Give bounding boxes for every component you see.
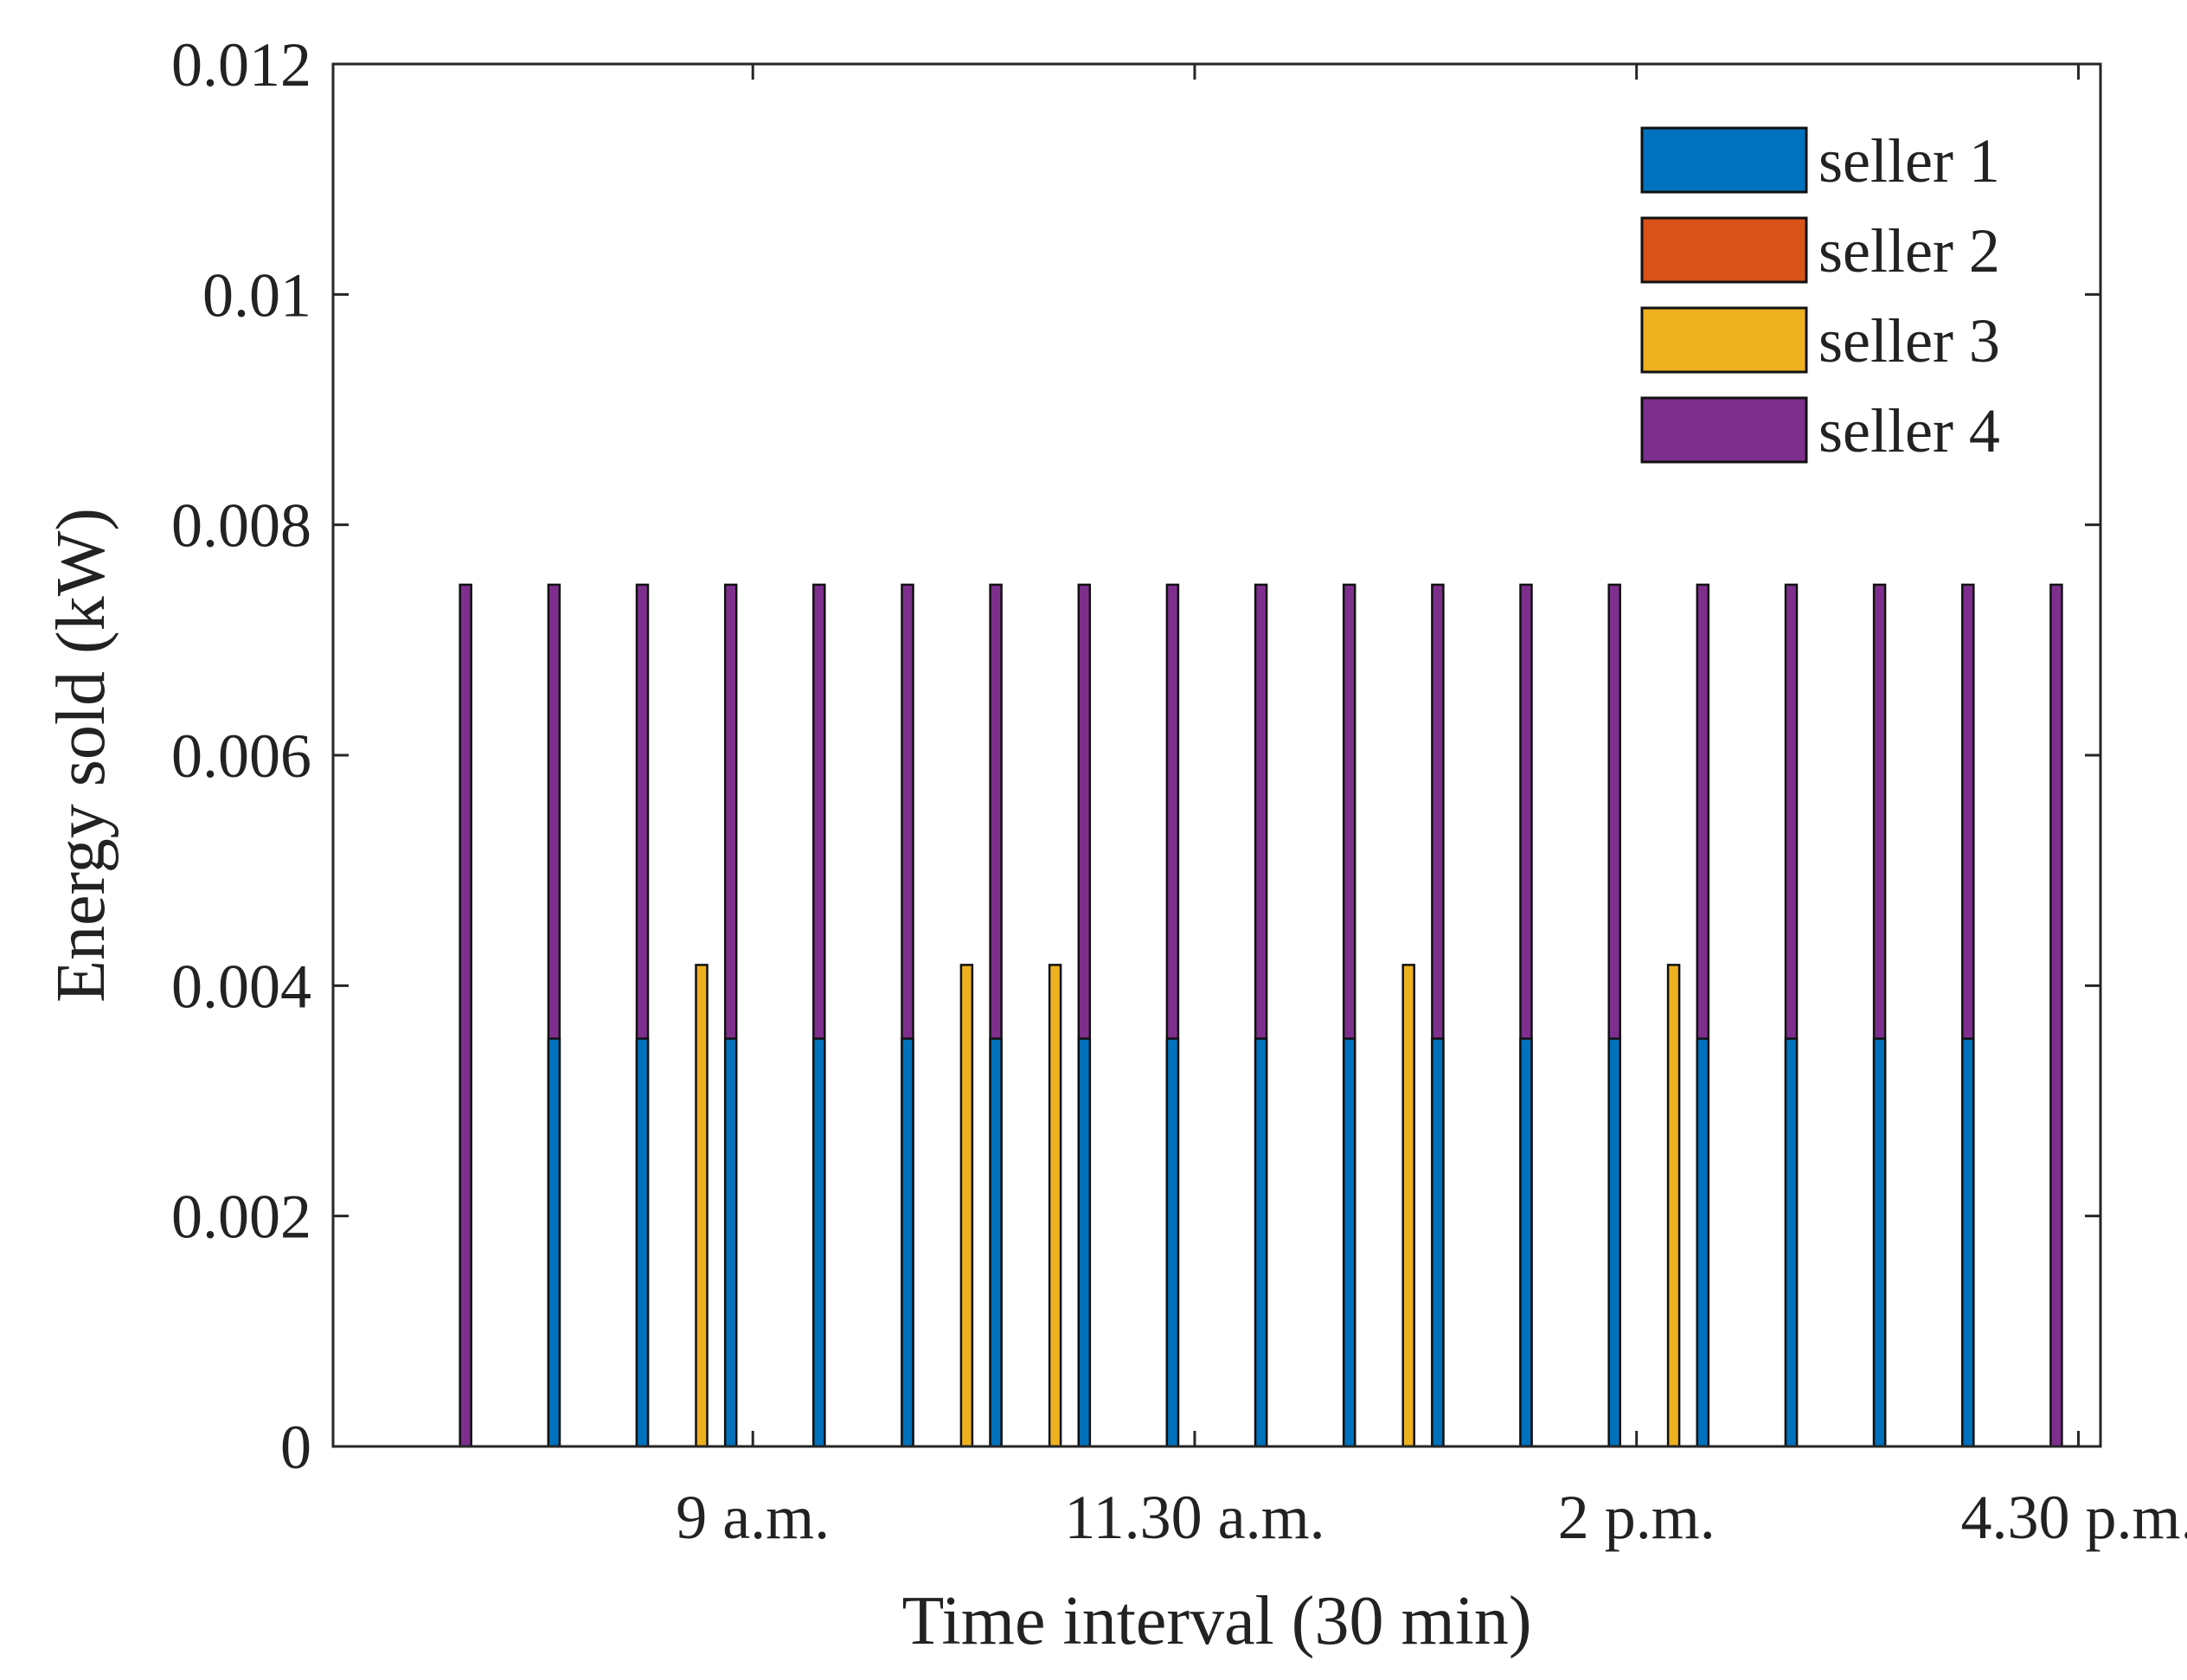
legend-label: seller 2: [1818, 216, 2000, 285]
bar-seller-1-18: [1872, 1037, 1887, 1448]
bar-seller-1-12: [1342, 1037, 1356, 1448]
bar-seller-1-13: [1431, 1037, 1445, 1448]
bars-layer: [459, 583, 2063, 1448]
y-tick-labels: 0 0.002 0.004 0.006 0.008 0.01 0.012: [171, 30, 311, 1482]
y-tick-label: 0.004: [171, 952, 311, 1021]
x-tick-label: 4.30 p.m.: [1960, 1483, 2187, 1552]
bar-seller-3-7: [959, 964, 974, 1448]
bar-seller-1-16: [1696, 1037, 1710, 1448]
legend-swatch-seller-1: [1640, 126, 1808, 194]
bar-seller-1-8: [989, 1037, 1003, 1448]
legend-label: seller 4: [1818, 396, 2000, 465]
bar-seller-1-14: [1519, 1037, 1533, 1448]
y-tick-label: 0.012: [171, 30, 311, 99]
bar-seller-1-10: [1165, 1037, 1180, 1448]
bar-seller-1-6: [812, 1037, 826, 1448]
bar-seller-3-8: [1048, 964, 1062, 1448]
bar-seller-1-9: [1077, 1037, 1092, 1448]
y-tick-label: 0: [280, 1413, 311, 1482]
x-tick-labels: 9 a.m. 11.30 a.m. 2 p.m. 4.30 p.m.: [676, 1483, 2187, 1552]
bar-seller-3-4: [695, 964, 709, 1448]
bar-seller-1-4: [635, 1037, 650, 1448]
x-axis-title: Time interval (30 min): [901, 1583, 1531, 1659]
legend-label: seller 1: [1818, 126, 2000, 196]
bar-seller-1-5: [723, 1037, 738, 1448]
bar-seller-4-1: [459, 583, 472, 1448]
x-tick-label: 9 a.m.: [676, 1483, 830, 1552]
x-tick-label: 2 p.m.: [1558, 1483, 1716, 1552]
bar-seller-1-7: [901, 1037, 914, 1448]
legend-label: seller 3: [1818, 306, 2000, 375]
y-tick-label: 0.002: [171, 1183, 311, 1252]
bar-seller-1-11: [1254, 1037, 1268, 1448]
bar-seller-3-15: [1666, 964, 1681, 1448]
legend-swatch-seller-4: [1640, 396, 1808, 464]
axis-ticks: [333, 62, 2100, 1448]
y-tick-label: 0.008: [171, 491, 311, 561]
bar-seller-3-12: [1401, 964, 1415, 1448]
legend-swatch-seller-2: [1640, 216, 1808, 284]
legend: seller 1 seller 2 seller 3 seller 4: [1640, 126, 2000, 465]
y-tick-label: 0.006: [171, 721, 311, 791]
y-tick-label: 0.01: [202, 260, 311, 330]
bar-seller-1-15: [1607, 1037, 1621, 1448]
legend-swatch-seller-3: [1640, 306, 1808, 374]
bar-seller-1-17: [1784, 1037, 1799, 1448]
y-axis-title: Energy sold (kW): [43, 508, 119, 1003]
bar-seller-1-19: [1961, 1037, 1975, 1448]
bar-seller-4-19: [2049, 583, 2063, 1448]
bar-seller-1-3: [547, 1037, 561, 1448]
x-tick-label: 11.30 a.m.: [1064, 1483, 1324, 1552]
